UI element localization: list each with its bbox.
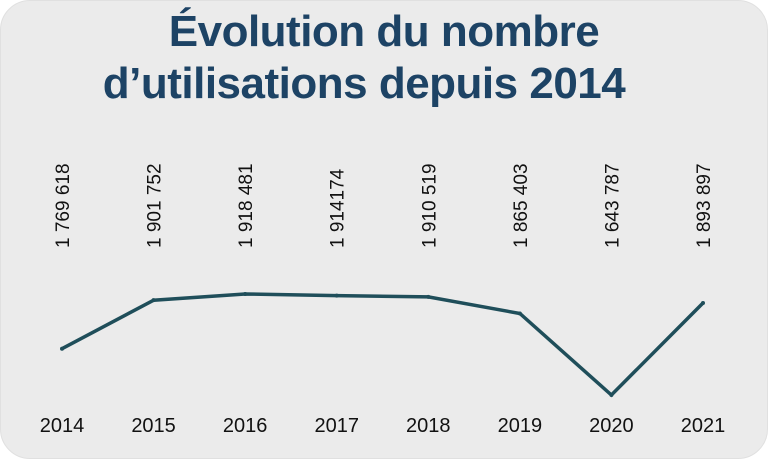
data-points	[60, 292, 705, 397]
x-tick-2019: 2019	[498, 415, 543, 437]
x-tick-2015: 2015	[131, 415, 176, 437]
x-tick-2018: 2018	[406, 415, 451, 437]
value-label-2018: 1 910 519	[419, 163, 440, 248]
data-point-2021	[701, 301, 705, 306]
data-point-2014	[60, 346, 64, 351]
data-point-2018	[426, 294, 431, 299]
x-tick-2020: 2020	[589, 415, 634, 437]
data-point-2015	[151, 298, 156, 303]
series-line	[61, 292, 705, 398]
data-point-2017	[334, 293, 339, 298]
x-axis-ticks: 2014 2015 2016 2017 2018 2019 2020 2021	[40, 415, 726, 437]
value-label-2016: 1 918 481	[236, 163, 257, 248]
data-point-2016	[243, 292, 248, 296]
value-label-2014: 1 769 618	[53, 163, 74, 248]
value-label-2019: 1 865 403	[511, 163, 532, 248]
value-label-2020: 1 643 787	[602, 163, 623, 248]
chart-title: Évolution du nombre d’utilisations depui…	[0, 6, 768, 110]
value-label-2017: 1 914174	[328, 168, 349, 248]
chart-title-line-1: Évolution du nombre	[168, 7, 600, 56]
value-label-2021: 1 893 897	[694, 163, 715, 248]
x-tick-2014: 2014	[40, 415, 85, 437]
value-labels: 1 769 618 1 901 752 1 918 481 1 914174 1 910…	[53, 163, 715, 248]
x-tick-2021: 2021	[681, 415, 726, 437]
x-tick-2017: 2017	[314, 415, 359, 437]
data-point-2019	[517, 311, 522, 316]
chart-title-line-2: d’utilisations depuis 2014	[102, 59, 626, 108]
value-label-2015: 1 901 752	[145, 163, 166, 248]
data-point-2020	[609, 393, 614, 397]
x-tick-2016: 2016	[223, 415, 268, 437]
